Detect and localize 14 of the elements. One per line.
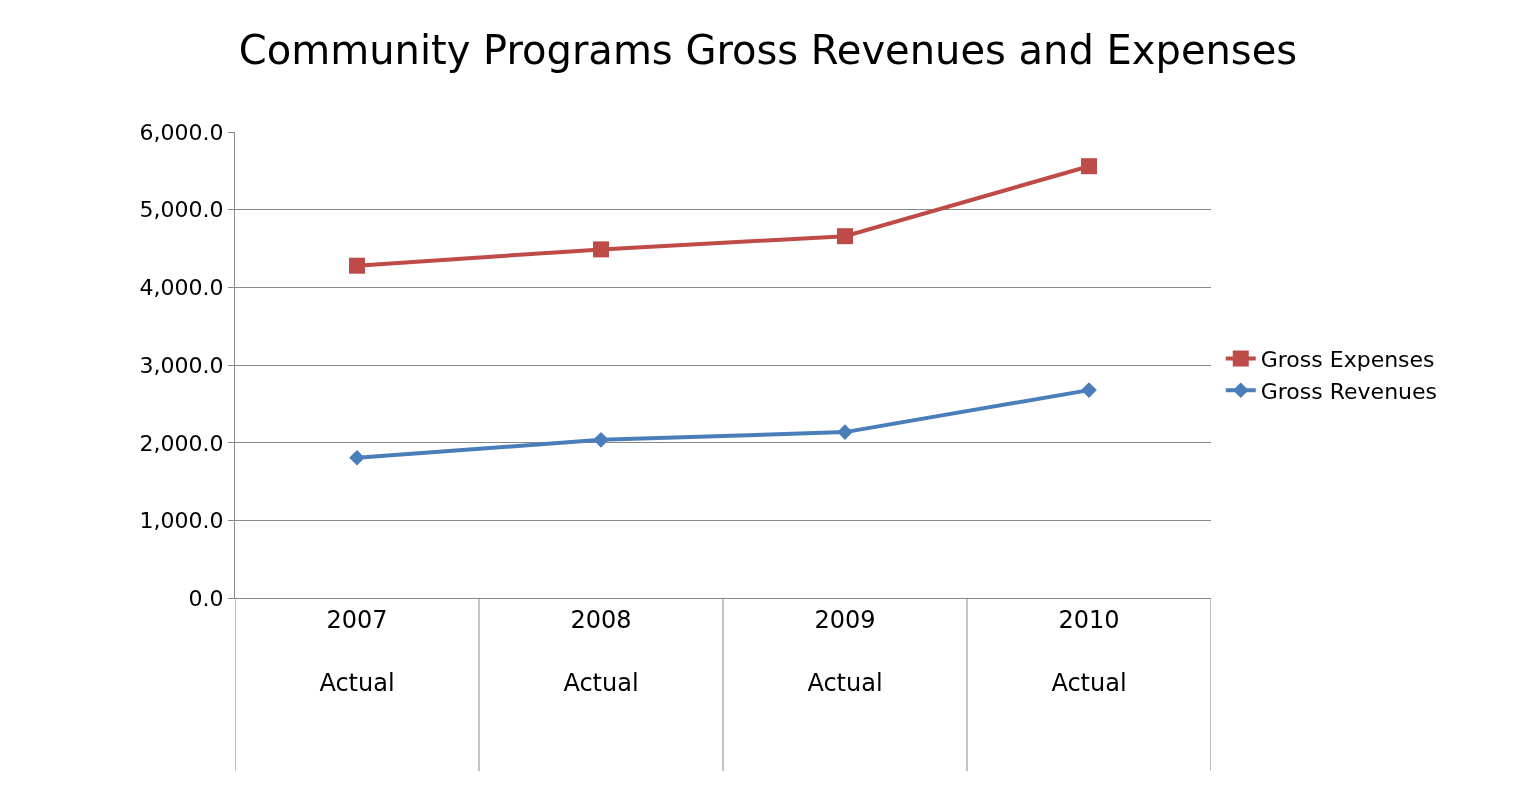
y-tick-label: 2,000.0 [139,430,224,456]
category-label: 2010 Actual [1051,606,1127,697]
legend-label: Gross Revenues [1260,378,1438,404]
category-label: 2007 Actual [319,606,395,697]
category-label: 2008 Actual [563,606,639,697]
y-tick-label: 1,000.0 [139,508,224,534]
y-tick-label: 3,000.0 [139,352,224,378]
y-tick-label: 4,000.0 [139,275,224,301]
y-tick-label: 5,000.0 [139,197,224,223]
legend-label: Gross Expenses [1260,347,1435,373]
chart-title: Community Programs Gross Revenues and Expenses [238,27,1298,74]
y-tick-label: 0.0 [188,586,224,612]
y-tick-label: 6,000.0 [139,119,224,145]
category-label: 2009 Actual [807,606,883,697]
